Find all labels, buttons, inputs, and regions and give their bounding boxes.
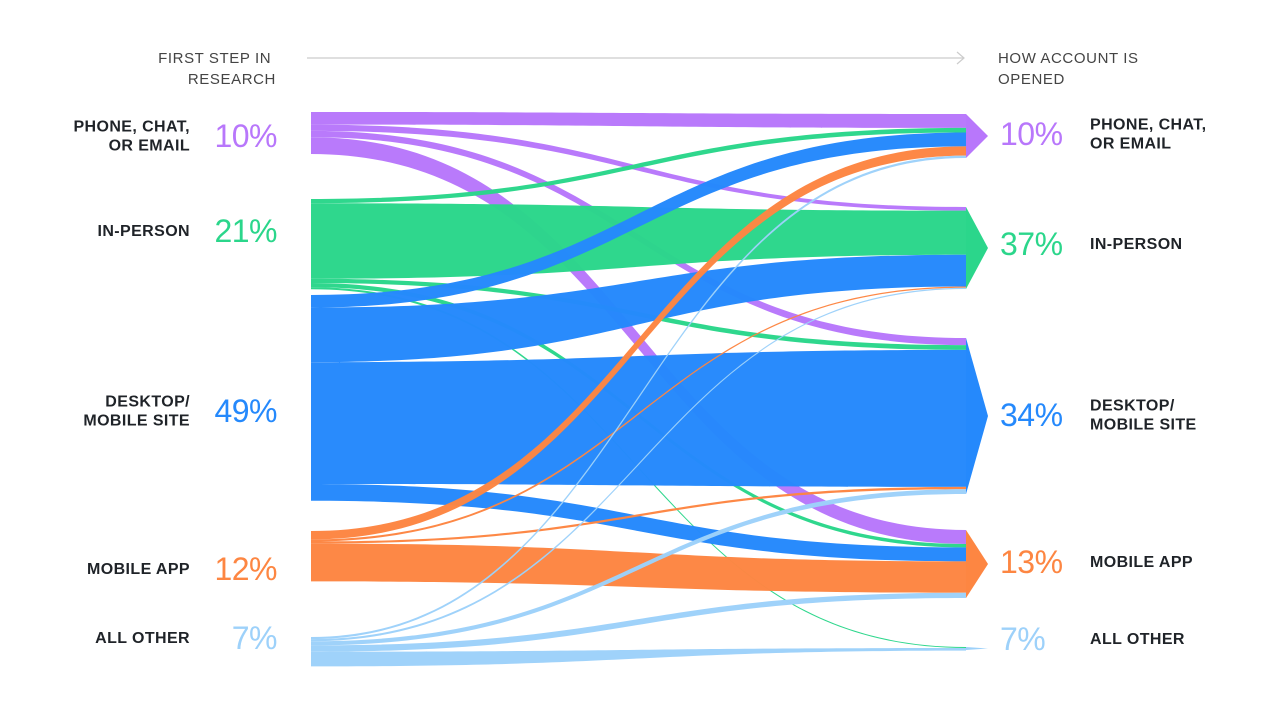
flow-desktop-to-desktop — [311, 349, 966, 487]
right-label-phone: PHONE, CHAT, OR EMAIL — [1090, 117, 1207, 153]
right-node-tip-inperson — [966, 207, 988, 289]
left-pct-phone: 10% — [214, 118, 277, 154]
flow-other-to-phone — [311, 155, 966, 640]
right-label-other: ALL OTHER — [1090, 631, 1185, 648]
right-node-tip-desktop — [966, 338, 988, 494]
direction-arrow-icon — [307, 51, 965, 65]
right-pct-phone: 10% — [1000, 116, 1063, 152]
left-label-inperson: IN-PERSON — [98, 223, 191, 240]
flow-desktop-to-app — [311, 484, 966, 562]
right-node-tip-app — [966, 530, 988, 598]
right-label-inperson: IN-PERSON — [1090, 236, 1183, 253]
left-pct-inperson: 21% — [214, 213, 277, 249]
left-pct-other: 7% — [232, 620, 277, 656]
right-header: HOW ACCOUNT IS OPENED — [998, 50, 1143, 88]
left-pct-app: 12% — [214, 551, 277, 587]
flow-other-to-desktop — [311, 489, 966, 646]
right-pct-other: 7% — [1000, 621, 1045, 657]
right-label-desktop: DESKTOP/MOBILE SITE — [1090, 398, 1197, 434]
flow-other-to-other — [311, 648, 966, 667]
left-pct-desktop: 49% — [214, 393, 277, 429]
left-label-other: ALL OTHER — [95, 630, 190, 647]
flow-inperson-to-phone — [311, 127, 966, 204]
right-node-tip-phone — [966, 114, 988, 158]
right-pct-app: 13% — [1000, 544, 1063, 580]
flow-app-to-inperson — [311, 286, 966, 542]
flow-group — [311, 112, 988, 667]
label-group: PHONE, CHAT, OR EMAIL 10% IN-PERSON 21% DESKT… — [73, 116, 1206, 657]
flow-app-to-phone — [311, 146, 966, 540]
flow-desktop-to-inperson — [311, 254, 966, 363]
flow-app-to-desktop — [311, 486, 966, 544]
left-label-desktop: DESKTOP/MOBILE SITE — [83, 394, 190, 430]
left-label-app: MOBILE APP — [87, 561, 190, 578]
flow-phone-to-phone — [311, 112, 966, 128]
left-header: FIRST STEP IN RESEARCH — [158, 50, 276, 88]
flow-inperson-to-inperson — [311, 203, 966, 279]
right-label-app: MOBILE APP — [1090, 554, 1193, 571]
flow-other-to-app — [311, 592, 966, 652]
left-label-phone: PHONE, CHAT, OR EMAIL — [73, 119, 190, 155]
flow-desktop-to-phone — [311, 132, 966, 308]
right-pct-desktop: 34% — [1000, 397, 1063, 433]
right-pct-inperson: 37% — [1000, 226, 1063, 262]
flow-other-to-inperson — [311, 287, 966, 642]
right-node-tip-other — [966, 647, 988, 650]
